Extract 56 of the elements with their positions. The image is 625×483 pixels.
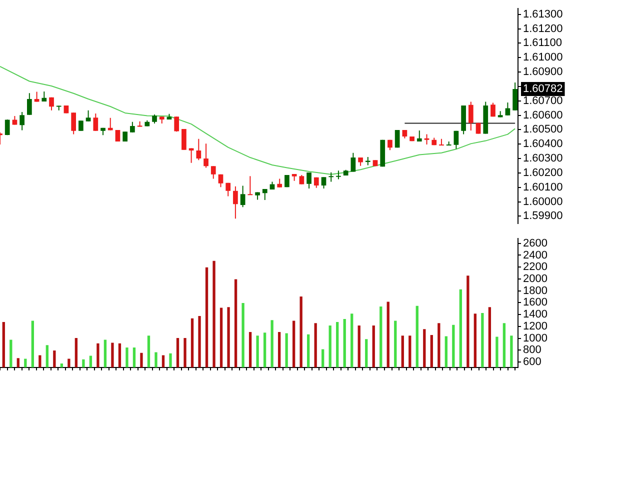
candlestick [306,172,312,190]
y-tick-label: 1000 [523,332,548,344]
y-tick-label: 1.60600 [523,109,563,122]
y-tick-label: 2000 [523,272,548,285]
y-tick-label: 1.60500 [523,124,563,136]
y-tick-label: 1.59900 [523,210,563,222]
y-tick-label: 1.61300 [523,8,563,20]
candlestick [27,92,32,116]
candlestick [108,117,113,131]
y-tick-label: 1.61200 [523,22,563,35]
candlestick [336,170,341,180]
candlestick [20,111,24,131]
candlestick [42,90,47,102]
y-tick-label: 1.60300 [523,152,563,165]
y-tick-label: 1.60000 [523,196,563,208]
y-tick-label: 1400 [523,308,548,321]
candlestick [248,176,253,196]
y-tick-label: 600 [523,356,542,368]
candlestick [490,102,496,118]
candlestick [454,130,459,150]
candlestick [86,110,91,122]
candlestick [350,152,356,172]
y-tick-label: 800 [523,344,542,356]
candlestick [505,102,510,116]
candlestick [182,128,186,150]
candlestick [210,166,216,180]
y-tick-label: 2400 [523,249,548,262]
candlestick [233,186,238,220]
y-tick-label: 1.60200 [523,166,563,179]
candlestick [130,121,135,133]
y-tick-label: 2200 [523,261,548,274]
candlestick [468,101,474,132]
candlestick [321,176,326,190]
candlestick [93,113,98,132]
y-tick-label: 1.60700 [523,94,563,107]
y-tick-label: 1600 [523,296,548,309]
candlestick [78,120,84,132]
candlestick [71,112,76,135]
candlestick [49,96,54,111]
y-tick-label: 1200 [523,320,548,332]
candlestick [218,174,224,188]
candlestick [328,172,334,182]
y-tick-label: 2600 [523,237,548,250]
y-tick-label: 1.60900 [523,66,563,78]
candlestick [204,143,208,168]
y-tick-label: 1.61000 [523,52,563,64]
candlestick [512,82,518,111]
y-tick-label: 1.60400 [523,138,563,150]
y-tick-label: 1.60100 [523,181,563,194]
y-tick-label: 1.61100 [523,37,562,50]
annotation: 1.60782 [523,83,563,96]
y-tick-label: 1800 [523,284,548,297]
candlestick [226,182,231,197]
candlestick [240,185,246,208]
candlestick [174,116,180,132]
candlestick [196,138,202,161]
